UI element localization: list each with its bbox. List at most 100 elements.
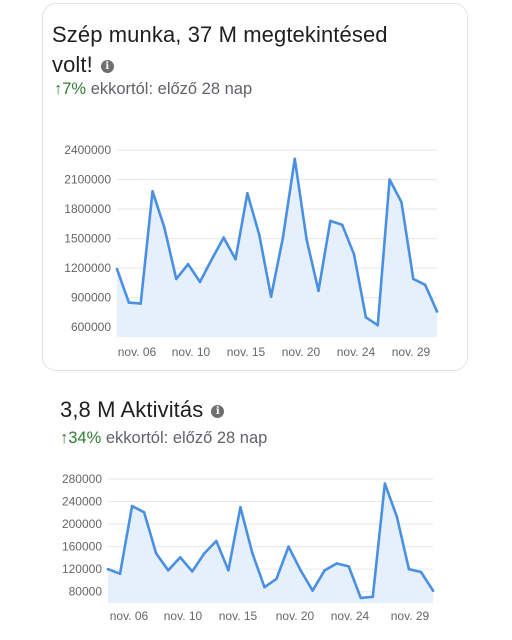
x-tick-label: nov. 20 <box>282 345 321 359</box>
x-tick-label: nov. 20 <box>276 609 315 623</box>
engagement-change: ↑34% ekkortól: előző 28 nap <box>60 428 267 448</box>
area-fill <box>108 483 433 603</box>
y-tick-label: 240000 <box>62 495 102 509</box>
y-tick-label: 2100000 <box>64 173 111 187</box>
data-point <box>234 257 237 261</box>
data-point <box>340 223 344 227</box>
y-tick-label: 80000 <box>69 585 103 599</box>
x-tick-label: nov. 15 <box>227 345 266 359</box>
data-point <box>275 577 278 581</box>
data-point <box>347 565 351 568</box>
data-point <box>395 515 399 519</box>
data-point <box>202 552 206 555</box>
arrow-up-icon: ↑ <box>60 429 69 447</box>
y-tick-label: 160000 <box>62 540 102 554</box>
data-point <box>115 267 119 271</box>
data-point <box>323 569 326 572</box>
data-point <box>139 302 143 305</box>
y-tick-label: 900000 <box>71 291 111 305</box>
data-point <box>419 570 423 574</box>
data-point <box>311 589 314 592</box>
data-point <box>359 596 363 600</box>
x-tick-label: nov. 29 <box>391 609 430 623</box>
data-point <box>423 283 427 287</box>
x-tick-label: nov. 24 <box>331 609 370 623</box>
y-tick-label: 1200000 <box>64 261 111 275</box>
data-point <box>186 262 190 266</box>
data-point <box>400 200 403 204</box>
data-point <box>251 552 254 555</box>
data-point <box>287 545 290 548</box>
engagement-title-text: 3,8 M Aktivitás <box>60 397 204 422</box>
info-icon[interactable]: i <box>100 60 114 73</box>
data-point <box>106 567 110 571</box>
data-point <box>174 277 178 281</box>
info-icon[interactable]: i <box>211 405 225 418</box>
data-point <box>317 289 320 293</box>
x-tick-label: nov. 15 <box>219 609 258 623</box>
data-point <box>388 178 391 181</box>
data-point <box>281 236 285 239</box>
x-tick-label: nov. 06 <box>110 609 149 623</box>
data-point <box>364 316 368 319</box>
data-point <box>371 595 375 599</box>
data-point <box>227 569 230 572</box>
area-fill <box>117 158 437 337</box>
data-point <box>151 190 154 193</box>
data-point <box>222 236 225 239</box>
y-tick-label: 120000 <box>62 562 102 576</box>
data-point <box>130 504 134 508</box>
data-point <box>178 556 182 559</box>
y-tick-label: 280000 <box>62 472 102 486</box>
x-tick-label: nov. 24 <box>337 345 376 359</box>
data-point <box>257 233 261 236</box>
views-change-comparison: ekkortól: előző 28 nap <box>90 80 253 98</box>
data-point <box>166 569 170 572</box>
data-point <box>246 192 249 195</box>
x-tick-label: nov. 10 <box>164 609 203 623</box>
engagement-change-comparison: ekkortól: előző 28 nap <box>105 429 268 447</box>
data-point <box>293 157 297 161</box>
data-point <box>154 552 158 555</box>
data-point <box>335 562 339 565</box>
y-tick-label: 1800000 <box>64 202 111 216</box>
x-tick-label: nov. 29 <box>392 345 431 359</box>
data-point <box>210 257 214 261</box>
data-point <box>299 569 302 572</box>
data-point <box>239 505 242 509</box>
data-point <box>431 589 435 592</box>
data-point <box>127 301 131 304</box>
x-tick-label: nov. 10 <box>172 345 211 359</box>
arrow-up-icon: ↑ <box>54 80 63 98</box>
data-point <box>305 238 308 241</box>
data-point <box>435 310 439 313</box>
data-point <box>142 510 146 514</box>
data-point <box>215 539 218 543</box>
views-title-text: Szép munka, 37 M megtekintésed volt! <box>52 22 388 77</box>
data-point <box>376 323 380 327</box>
data-point <box>118 572 122 575</box>
data-point <box>263 585 266 589</box>
data-point <box>383 482 387 485</box>
x-tick-label: nov. 06 <box>118 345 157 359</box>
series-line <box>115 157 439 327</box>
engagement-change-percent: 34% <box>68 429 102 447</box>
data-point <box>352 253 356 256</box>
data-point <box>407 567 411 571</box>
data-point <box>163 226 166 230</box>
views-change: ↑7% ekkortól: előző 28 nap <box>54 79 252 99</box>
y-tick-label: 2400000 <box>64 143 111 157</box>
views-change-percent: 7% <box>62 80 87 98</box>
views-title: Szép munka, 37 M megtekintésed volt! i <box>52 20 432 80</box>
data-point <box>198 280 202 284</box>
engagement-title: 3,8 M Aktivitás i <box>60 395 440 425</box>
data-point <box>269 295 273 298</box>
data-point <box>190 570 194 573</box>
data-point <box>411 277 415 281</box>
y-tick-label: 1500000 <box>64 232 111 246</box>
y-tick-label: 200000 <box>62 517 102 531</box>
y-tick-label: 600000 <box>71 320 111 334</box>
series-line <box>106 482 435 600</box>
data-point <box>329 219 332 223</box>
